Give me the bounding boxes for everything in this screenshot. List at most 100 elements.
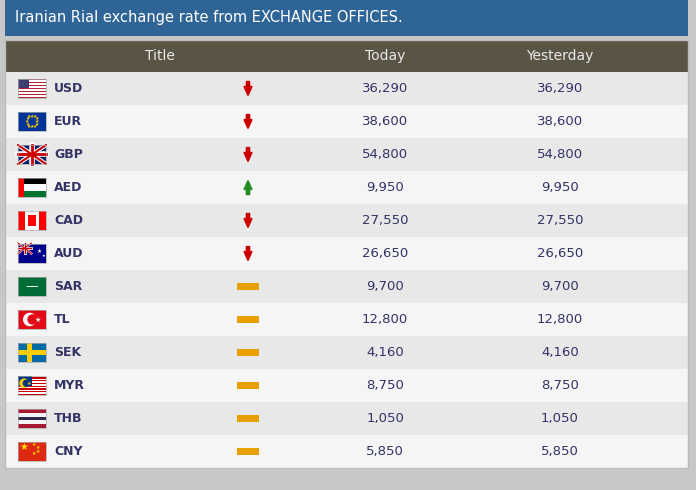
Text: SAR: SAR xyxy=(54,280,82,293)
FancyBboxPatch shape xyxy=(18,376,32,386)
Circle shape xyxy=(24,314,35,325)
Text: 27,550: 27,550 xyxy=(362,214,409,227)
FancyBboxPatch shape xyxy=(18,97,46,98)
Text: THB: THB xyxy=(54,412,83,425)
FancyBboxPatch shape xyxy=(237,415,259,422)
Text: 8,750: 8,750 xyxy=(541,379,579,392)
FancyBboxPatch shape xyxy=(18,384,46,386)
FancyBboxPatch shape xyxy=(18,393,46,395)
FancyBboxPatch shape xyxy=(18,379,46,380)
Text: CNY: CNY xyxy=(54,445,83,458)
Text: AED: AED xyxy=(54,181,82,194)
Text: ★: ★ xyxy=(25,122,30,126)
Text: CAD: CAD xyxy=(54,214,83,227)
FancyBboxPatch shape xyxy=(18,391,46,392)
Text: Yesterday: Yesterday xyxy=(526,49,594,63)
FancyBboxPatch shape xyxy=(18,211,25,230)
Text: 9,950: 9,950 xyxy=(541,181,579,194)
FancyBboxPatch shape xyxy=(27,343,32,362)
FancyBboxPatch shape xyxy=(237,448,259,455)
Text: Today: Today xyxy=(365,49,405,63)
Text: 5,850: 5,850 xyxy=(541,445,579,458)
FancyBboxPatch shape xyxy=(5,105,688,138)
FancyBboxPatch shape xyxy=(5,171,688,204)
FancyBboxPatch shape xyxy=(5,72,688,105)
Text: ★: ★ xyxy=(41,254,45,258)
FancyBboxPatch shape xyxy=(18,83,46,85)
FancyBboxPatch shape xyxy=(18,244,46,263)
FancyBboxPatch shape xyxy=(18,377,46,379)
Text: ★: ★ xyxy=(25,116,30,122)
FancyBboxPatch shape xyxy=(18,350,46,354)
FancyBboxPatch shape xyxy=(18,85,46,86)
Text: 54,800: 54,800 xyxy=(362,148,408,161)
Text: ·: · xyxy=(22,83,24,87)
Text: ★: ★ xyxy=(24,119,29,124)
FancyBboxPatch shape xyxy=(18,380,46,381)
FancyBboxPatch shape xyxy=(18,420,46,424)
FancyBboxPatch shape xyxy=(5,138,688,171)
FancyBboxPatch shape xyxy=(18,80,46,82)
FancyBboxPatch shape xyxy=(5,204,688,237)
Text: 4,160: 4,160 xyxy=(541,346,579,359)
Text: TL: TL xyxy=(54,313,70,326)
Circle shape xyxy=(28,315,37,324)
FancyBboxPatch shape xyxy=(5,270,688,303)
FancyBboxPatch shape xyxy=(237,316,259,323)
Text: ★: ★ xyxy=(31,442,35,447)
FancyBboxPatch shape xyxy=(18,392,46,393)
Text: 1,050: 1,050 xyxy=(541,412,579,425)
FancyBboxPatch shape xyxy=(18,343,46,362)
Text: ·: · xyxy=(19,83,21,87)
Text: ★: ★ xyxy=(26,381,31,386)
Text: USD: USD xyxy=(54,82,84,95)
Text: GBP: GBP xyxy=(54,148,83,161)
Polygon shape xyxy=(244,115,252,128)
Text: 9,700: 9,700 xyxy=(541,280,579,293)
FancyBboxPatch shape xyxy=(18,413,46,416)
Polygon shape xyxy=(244,180,252,195)
FancyBboxPatch shape xyxy=(18,91,46,92)
FancyBboxPatch shape xyxy=(18,145,46,164)
Polygon shape xyxy=(244,147,252,162)
FancyBboxPatch shape xyxy=(5,369,688,402)
Text: 1,050: 1,050 xyxy=(366,412,404,425)
Text: 54,800: 54,800 xyxy=(537,148,583,161)
FancyBboxPatch shape xyxy=(18,112,46,131)
Text: 12,800: 12,800 xyxy=(362,313,408,326)
FancyBboxPatch shape xyxy=(18,387,46,388)
Text: ✦: ✦ xyxy=(29,216,35,225)
FancyBboxPatch shape xyxy=(5,303,688,336)
Text: ★: ★ xyxy=(33,114,37,120)
FancyBboxPatch shape xyxy=(18,178,24,197)
FancyBboxPatch shape xyxy=(237,349,259,356)
FancyBboxPatch shape xyxy=(18,79,46,80)
FancyBboxPatch shape xyxy=(18,388,46,390)
Text: ★: ★ xyxy=(27,114,31,120)
Text: 26,650: 26,650 xyxy=(362,247,408,260)
FancyBboxPatch shape xyxy=(18,95,46,97)
Text: ★: ★ xyxy=(30,114,34,119)
Text: AUD: AUD xyxy=(54,247,84,260)
FancyBboxPatch shape xyxy=(5,402,688,435)
FancyBboxPatch shape xyxy=(18,390,46,391)
Circle shape xyxy=(24,380,29,386)
FancyBboxPatch shape xyxy=(18,409,46,413)
FancyBboxPatch shape xyxy=(5,0,688,36)
FancyBboxPatch shape xyxy=(18,277,46,296)
FancyBboxPatch shape xyxy=(18,88,46,89)
FancyBboxPatch shape xyxy=(18,424,46,428)
Text: ·: · xyxy=(19,81,21,85)
Text: 27,550: 27,550 xyxy=(537,214,583,227)
Text: 38,600: 38,600 xyxy=(537,115,583,128)
FancyBboxPatch shape xyxy=(18,86,46,88)
FancyBboxPatch shape xyxy=(28,215,36,226)
Circle shape xyxy=(20,379,29,388)
FancyBboxPatch shape xyxy=(18,383,46,384)
Text: ★: ★ xyxy=(37,249,42,254)
FancyBboxPatch shape xyxy=(5,336,688,369)
Text: ·: · xyxy=(25,83,26,87)
Text: 36,290: 36,290 xyxy=(362,82,408,95)
FancyBboxPatch shape xyxy=(5,40,688,72)
Text: ★: ★ xyxy=(34,122,39,126)
